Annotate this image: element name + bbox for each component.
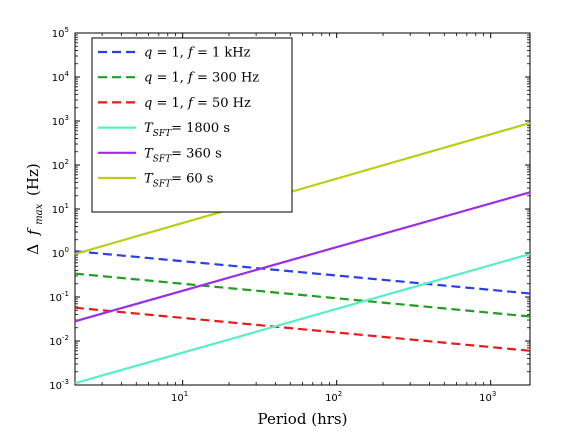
- y-tick-label: 101: [52, 202, 69, 216]
- axis-ticks: 10-3 10-2 10-1 100 101 102 103 104 105 101 102 103: [49, 26, 530, 404]
- y-tick-label: 105: [52, 26, 69, 40]
- legend-box: [91, 37, 293, 213]
- y-tick-label: 10-3: [49, 378, 69, 392]
- series-line-4: [74, 191, 531, 323]
- legend: q = 1, f = 1 kHz q = 1, f = 300 Hz q = 1, …: [91, 37, 293, 213]
- legend-label-3: TSFT= 1800 s: [144, 121, 230, 139]
- y-axis-sub: max: [34, 203, 45, 224]
- y-tick-label: 103: [52, 114, 69, 128]
- series-line-0: [74, 250, 531, 295]
- legend-label-1: q = 1, f = 300 Hz: [144, 71, 259, 86]
- x-tick-label: 102: [325, 390, 342, 404]
- y-tick-label: 102: [52, 158, 69, 172]
- legend-label-2: q = 1, f = 50 Hz: [144, 96, 251, 111]
- series-line-1: [74, 272, 531, 318]
- legend-label-0: q = 1, f = 1 kHz: [144, 46, 251, 61]
- y-tick-label: 10-2: [49, 334, 69, 348]
- y-axis-delta: Δ: [24, 244, 42, 255]
- legend-label-5: TSFT= 60 s: [144, 172, 213, 190]
- series-line-5: [74, 121, 531, 256]
- y-axis-title: Δ f max (Hz): [24, 163, 46, 255]
- x-tick-label: 101: [171, 390, 188, 404]
- series-line-3: [74, 252, 531, 385]
- series-layer: [74, 121, 531, 385]
- series-line-2: [74, 306, 531, 352]
- x-axis-title: Period (hrs): [258, 410, 348, 428]
- y-tick-label: 100: [52, 246, 69, 260]
- legend-label-4: TSFT= 360 s: [144, 146, 222, 164]
- x-tick-label: 103: [479, 390, 496, 404]
- y-tick-label: 10-1: [49, 290, 69, 304]
- y-tick-label: 104: [52, 70, 70, 84]
- y-axis-f: f: [24, 227, 42, 236]
- y-axis-unit: (Hz): [24, 163, 42, 196]
